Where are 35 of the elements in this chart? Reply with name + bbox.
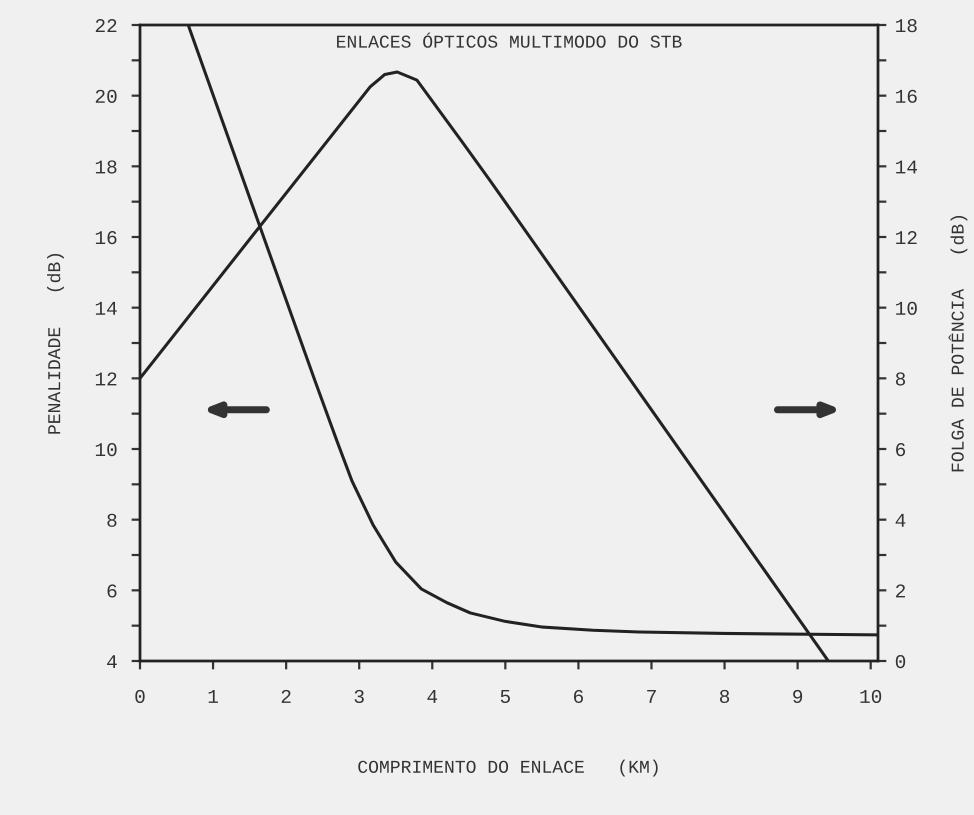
x-tick-label: 9 [793,690,802,704]
chart-title: ENLACES ÓPTICOS MULTIMODO DO STB [337,32,682,48]
y-tick-label: 6 [108,584,117,598]
x-tick-label: 1 [208,690,218,703]
y2-tick-label: 12 [896,231,917,244]
y-tick-label: 12 [96,372,116,386]
y-tick-label: 22 [96,19,116,32]
y-tick-label: 14 [96,302,117,315]
y2-tick-label: 0 [896,655,906,668]
y2-tick-label: 10 [896,302,917,315]
y-tick-label: 4 [107,655,117,668]
y2-tick-label: 4 [896,514,906,527]
y-tick-label: 10 [96,443,117,456]
x-tick-label: 4 [427,690,438,703]
x-tick-label: 8 [720,690,730,704]
x-tick-label: 10 [860,690,882,704]
y-axis-title: PENALIDADE (dB) [47,254,64,434]
x-tick-label: 6 [574,690,583,704]
x-tick-label: 0 [135,690,145,704]
y-tick-label: 8 [107,514,116,527]
y2-axis-title: FOLGA DE POTÊNCIA (dB) [948,216,968,472]
x-tick-label: 3 [354,690,364,704]
y2-tick-label: 18 [896,19,917,32]
y-tick-label: 20 [96,90,117,103]
y-tick-label: 18 [96,160,116,174]
x-axis-title: COMPRIMENTO DO ENLACE (KM) [358,760,658,777]
x-tick-label: 5 [500,690,510,704]
x-tick-label: 7 [647,690,656,703]
y2-tick-label: 8 [896,372,906,386]
y2-tick-label: 16 [896,90,917,103]
y2-tick-label: 14 [896,160,918,174]
y-tick-label: 16 [96,231,117,244]
y2-tick-label: 2 [896,584,905,598]
x-tick-label: 2 [282,690,291,703]
y2-tick-label: 6 [896,443,906,456]
